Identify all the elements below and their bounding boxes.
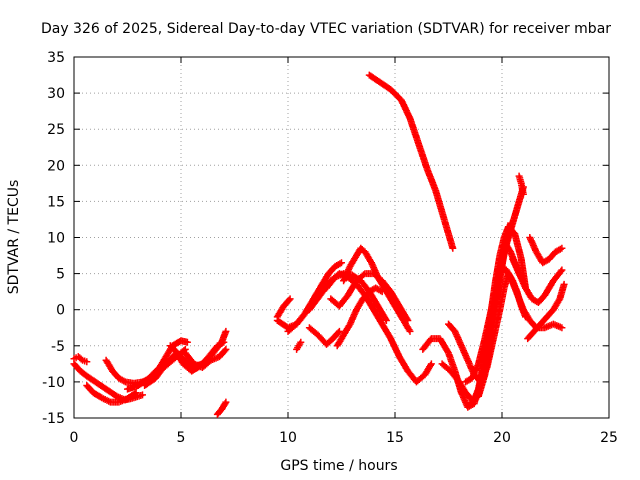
series-9 (213, 398, 230, 418)
series-markers (340, 244, 414, 335)
series-markers (333, 284, 386, 350)
series-markers (305, 324, 343, 348)
series-12 (284, 270, 333, 335)
x-tick-label: 0 (70, 430, 79, 446)
x-tick-label: 10 (279, 430, 297, 446)
x-tick-labels: 0 5 10 15 20 25 (70, 430, 618, 446)
series-19 (340, 244, 414, 335)
series-markers (524, 280, 568, 343)
series-30 (524, 280, 568, 343)
series-markers (83, 382, 140, 406)
series-markers (365, 71, 457, 252)
series-markers (526, 234, 566, 267)
axis-ticks (73, 56, 610, 419)
series-10 (273, 295, 294, 321)
y-tick-label: -15 (42, 411, 65, 427)
series-15 (305, 324, 343, 348)
data-points (70, 71, 568, 418)
series-markers (213, 398, 230, 418)
y-tick-labels: -15 -10 -5 0 5 10 15 20 25 30 35 (42, 50, 65, 427)
x-tick-label: 20 (493, 430, 511, 446)
x-tick-label: 25 (600, 430, 618, 446)
y-tick-label: 25 (47, 122, 65, 138)
series-markers (284, 270, 333, 335)
series-markers (273, 295, 294, 321)
series-markers (181, 345, 230, 371)
series-markers (273, 259, 345, 332)
y-tick-label: 35 (47, 50, 65, 66)
series-markers (293, 338, 305, 353)
series-markers (509, 255, 566, 306)
y-tick-label: 15 (47, 194, 65, 210)
series-29 (526, 234, 566, 267)
series-8 (181, 345, 230, 371)
series-3 (83, 382, 140, 406)
series-18 (333, 284, 386, 350)
series-markers (70, 353, 91, 366)
chart-title: Day 326 of 2025, Sidereal Day-to-day VTE… (41, 21, 611, 37)
y-tick-label: 30 (47, 86, 65, 102)
x-axis-label: GPS time / hours (280, 458, 397, 474)
series-20 (365, 71, 457, 252)
series-markers (515, 172, 527, 198)
series-11 (273, 259, 345, 332)
series-13 (293, 338, 305, 353)
y-tick-label: 0 (56, 303, 65, 319)
series-28 (515, 172, 527, 198)
y-axis-label: SDTVAR / TECUs (6, 180, 22, 295)
y-tick-label: 5 (56, 267, 65, 283)
y-tick-label: -10 (42, 375, 65, 391)
y-tick-label: 20 (47, 158, 65, 174)
series-2 (70, 353, 91, 366)
y-tick-label: 10 (47, 231, 65, 247)
x-tick-label: 5 (177, 430, 186, 446)
series-27 (509, 255, 566, 306)
y-tick-label: -5 (51, 339, 65, 355)
x-tick-label: 15 (386, 430, 404, 446)
